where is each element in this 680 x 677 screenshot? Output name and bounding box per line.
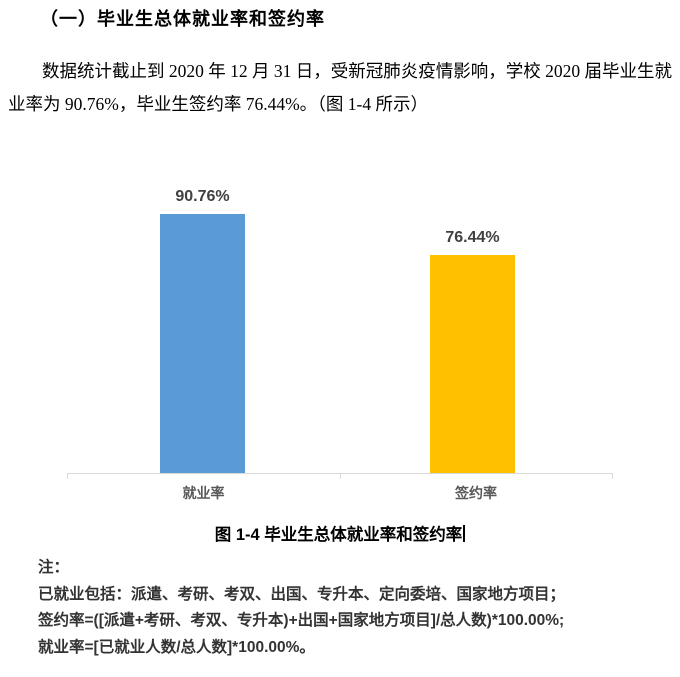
note-line-contract-rate-formula: 签约率=([派遣+考研、考双、专升本)+出国+国家地方项目]/总人数)*100.… bbox=[38, 612, 565, 629]
bar-value-label-employment: 90.76% bbox=[175, 188, 230, 205]
bar-contract-rate bbox=[430, 255, 515, 473]
figure-caption-text: 图 1-4 毕业生总体就业率和签约率 bbox=[214, 526, 463, 544]
x-axis-tick bbox=[67, 473, 68, 479]
figure-caption: 图 1-4 毕业生总体就业率和签约率 bbox=[0, 521, 680, 545]
bar-employment-rate bbox=[160, 214, 245, 473]
bar-group-contract: 76.44% bbox=[430, 229, 515, 473]
bar-value-label-contract: 76.44% bbox=[445, 229, 500, 246]
note-line-employment-rate-formula: 就业率=[已就业人数/总人数]*100.00%。 bbox=[38, 638, 315, 656]
x-axis-tick bbox=[340, 473, 341, 479]
x-axis-category-employment: 就业率 bbox=[182, 485, 225, 501]
text-cursor bbox=[463, 525, 466, 542]
bar-group-employment: 90.76% bbox=[160, 188, 245, 473]
x-axis-tick bbox=[612, 473, 613, 479]
x-axis-category-contract: 签约率 bbox=[455, 485, 497, 501]
body-paragraph: 数据统计截止到 2020 年 12 月 31 日，受新冠肺炎疫情影响，学校 20… bbox=[8, 61, 672, 114]
notes-block: 注： 已就业包括：派遣、考研、考双、出国、专升本、定向委培、国家地方项目； 签约… bbox=[38, 555, 670, 661]
note-line-employed-includes: 已就业包括：派遣、考研、考双、出国、专升本、定向委培、国家地方项目； bbox=[38, 585, 566, 603]
section-heading: （一）毕业生总体就业率和签约率 bbox=[40, 9, 325, 29]
notes-label: 注： bbox=[38, 559, 70, 576]
bar-chart: 90.76% 76.44% 就业率 签约率 bbox=[0, 140, 680, 515]
